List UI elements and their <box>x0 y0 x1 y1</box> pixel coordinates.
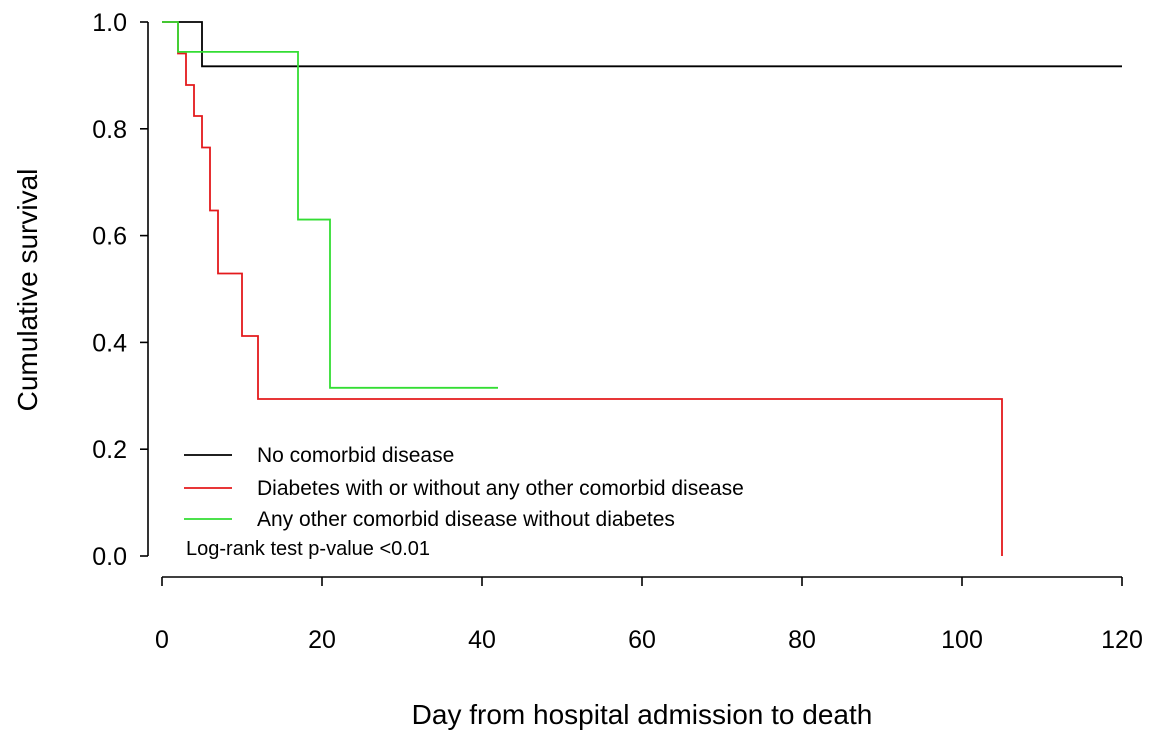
y-tick-label: 0.0 <box>92 543 127 571</box>
x-tick-label: 60 <box>628 626 656 654</box>
log-rank-annotation: Log-rank test p-value <0.01 <box>186 538 430 560</box>
x-axis: 0 20 40 60 80 100 120 <box>155 576 1143 654</box>
legend-label-2: Diabetes with or without any other comor… <box>257 477 744 500</box>
survival-curves <box>162 21 1122 556</box>
legend: No comorbid disease Diabetes with or with… <box>184 444 744 531</box>
y-axis: 0.0 0.2 0.4 0.6 0.8 1.0 <box>92 9 149 571</box>
x-tick-label: 40 <box>468 626 496 654</box>
series-line-2 <box>162 21 1003 556</box>
y-tick-label: 0.2 <box>92 436 127 464</box>
x-tick-label: 80 <box>788 626 816 654</box>
x-tick-label: 0 <box>155 626 169 654</box>
x-tick-label: 100 <box>941 626 983 654</box>
series-line-1 <box>162 21 1122 68</box>
legend-label-1: No comorbid disease <box>257 444 454 467</box>
y-axis-title: Cumulative survival <box>12 169 43 412</box>
x-tick-label: 20 <box>308 626 336 654</box>
legend-label-3: Any other comorbid disease without diabe… <box>257 508 675 531</box>
y-tick-label: 0.6 <box>92 223 127 251</box>
y-tick-label: 0.4 <box>92 329 127 357</box>
series-line-3 <box>162 21 498 389</box>
y-tick-label: 0.8 <box>92 116 127 144</box>
x-axis-title: Day from hospital admission to death <box>412 699 873 730</box>
x-tick-label: 120 <box>1101 626 1143 654</box>
y-tick-label: 1.0 <box>92 9 127 37</box>
